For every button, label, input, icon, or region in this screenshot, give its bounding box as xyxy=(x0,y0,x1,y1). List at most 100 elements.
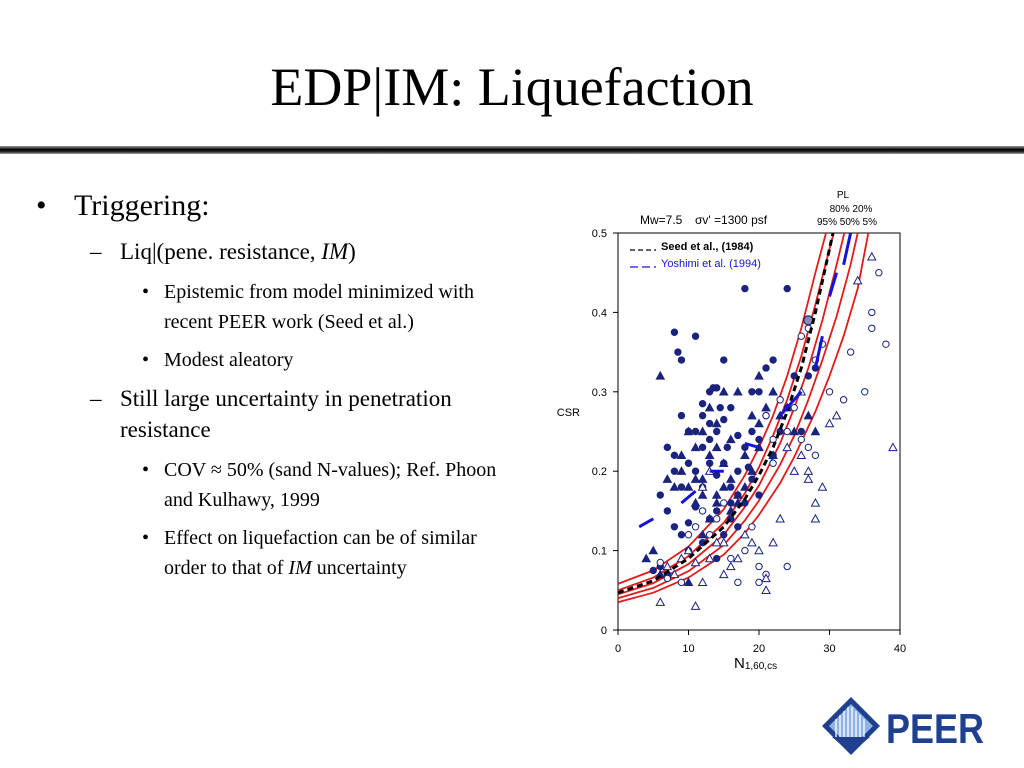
open_triangles-point xyxy=(782,442,793,452)
filled_triangles-point xyxy=(683,482,694,491)
filled_circles-point xyxy=(713,554,721,563)
filled_circles-point xyxy=(734,431,742,440)
yoshimi-1994-segment xyxy=(842,233,853,266)
open_triangles-point xyxy=(803,474,814,483)
filled_triangles-point xyxy=(697,489,708,499)
open_triangles-point xyxy=(725,561,736,571)
filled_circles-point xyxy=(741,284,749,293)
filled_triangles-point xyxy=(697,426,708,436)
bullet-marker: • xyxy=(142,459,150,481)
bullet-text: Epistemic from model minimized with rece… xyxy=(164,281,474,333)
bullet-italic: IM xyxy=(288,557,312,579)
open_circles-point xyxy=(748,523,756,531)
filled_triangles-point xyxy=(740,450,750,460)
filled_circles-point xyxy=(698,400,707,408)
filled_circles-point xyxy=(656,491,665,499)
filled_circles-point xyxy=(734,467,742,475)
filled_triangles-point xyxy=(725,474,736,483)
open_circles-point xyxy=(769,435,777,444)
filled_circles-point xyxy=(663,443,672,452)
yoshimi-1994-segment xyxy=(813,335,824,369)
filled_circles-point xyxy=(713,384,721,392)
filled_circles-point xyxy=(741,499,749,507)
open_circles-point xyxy=(741,546,749,555)
filled_triangles-point xyxy=(718,386,729,396)
filled_triangles-point xyxy=(768,386,778,396)
filled_circles-point xyxy=(691,467,700,475)
open_circles-point xyxy=(656,558,665,567)
pl-row1: 80% 20% xyxy=(830,204,873,215)
bullet-epistemic: • Epistemic from model minimized with re… xyxy=(142,277,508,337)
peer-logo: PEER xyxy=(820,695,990,757)
open_circles-point xyxy=(755,562,763,571)
open_circles-point xyxy=(727,554,735,563)
y-tick-label: 0.5 xyxy=(592,228,607,240)
x-tick-label: 10 xyxy=(682,643,694,655)
filled_circles-point xyxy=(727,403,735,412)
filled_circles-point xyxy=(670,328,679,336)
y-tick-label: 0.1 xyxy=(592,546,607,558)
filled_circles-point xyxy=(713,427,721,436)
bullet-marker: • xyxy=(142,349,150,371)
open_triangles-point xyxy=(761,585,771,594)
filled_circles-point xyxy=(698,443,707,452)
filled_triangles-point xyxy=(711,418,722,428)
open_circles-point xyxy=(868,324,876,332)
filled_triangles-point xyxy=(803,410,814,420)
open_triangles-point xyxy=(690,601,701,610)
filled_circles-point xyxy=(804,372,813,380)
open_triangles-point xyxy=(810,513,821,523)
filled_circles-point xyxy=(720,356,728,364)
filled_circles-point xyxy=(677,531,686,539)
filled_triangles-point xyxy=(697,529,708,539)
probability-curve-50pct xyxy=(618,233,846,596)
open_triangles-point xyxy=(768,537,778,547)
bullet-text: COV ≈ 50% (sand N-values); Ref. Phoon an… xyxy=(164,459,497,511)
filled_circles-point xyxy=(663,507,672,515)
yoshimi-1994-segment xyxy=(680,489,697,505)
open_triangles-point xyxy=(817,482,828,491)
open_circles-point xyxy=(846,348,855,356)
filled_triangles-point xyxy=(662,474,673,483)
logo-text: PEER xyxy=(886,705,984,752)
filled_circles-point xyxy=(727,499,735,507)
bullet-marker: • xyxy=(142,281,150,303)
filled_circles-point xyxy=(769,356,777,364)
filled_triangles-point xyxy=(789,426,800,436)
open_circles-point xyxy=(776,396,784,404)
filled_triangles-point xyxy=(725,505,736,515)
open_triangles-point xyxy=(852,275,863,285)
bullet-text: uncertainty xyxy=(311,557,407,579)
filled_circles-point xyxy=(705,435,714,444)
bullet-still: – Still large uncertainty in penetration… xyxy=(90,383,508,445)
filled_circles-point xyxy=(713,471,721,479)
open_circles-point xyxy=(875,269,883,277)
filled_circles-point xyxy=(698,411,707,420)
filled_triangles-point xyxy=(641,553,652,563)
filled_circles-point xyxy=(691,332,700,340)
filled_triangles-point xyxy=(704,402,715,412)
filled_circles-point xyxy=(734,523,742,531)
legend-box xyxy=(624,237,796,275)
open_circles-point xyxy=(797,435,805,444)
open_triangles-point xyxy=(683,545,694,555)
filled_triangles-point xyxy=(704,450,715,460)
y-axis-label: CSR xyxy=(557,407,580,419)
open_triangles-point xyxy=(747,537,757,547)
filled_triangles-point xyxy=(690,497,701,507)
open_circles-point xyxy=(720,499,728,507)
bullet-marker: • xyxy=(36,189,47,222)
yoshimi-1994-segment xyxy=(638,517,655,529)
bullet-text: Triggering: xyxy=(74,189,210,222)
liquefaction-chart: 0 10 20 30 40 0 0.1 0.2 0.3 0.4 0.5 CSR N1,60,cs Mw=7… xyxy=(540,180,920,680)
yoshimi-1994-segment xyxy=(828,272,839,297)
filled_circles-point xyxy=(748,388,756,396)
open_circles-point xyxy=(783,427,791,436)
open_circles-point xyxy=(769,459,777,467)
x-tick-label: 30 xyxy=(823,643,835,655)
filled_circles-point xyxy=(762,364,770,372)
bullet-text: ) xyxy=(348,239,356,264)
filled_triangles-point xyxy=(747,410,757,420)
filled_circles-point xyxy=(649,566,657,575)
filled_triangles-point xyxy=(683,577,694,587)
